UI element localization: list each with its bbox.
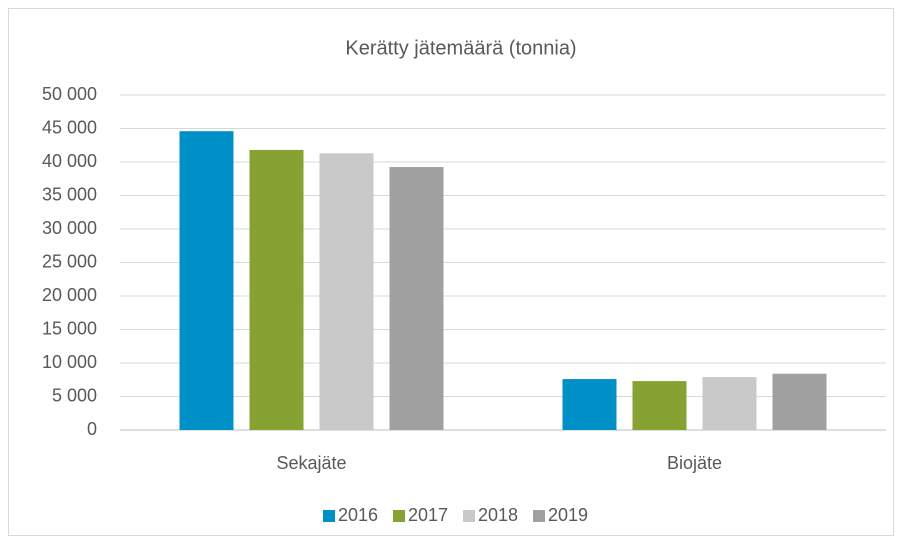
y-tick-label: 25 000 [42,251,97,271]
chart-title: Kerätty jätemäärä (tonnia) [345,37,576,59]
y-tick-label: 15 000 [42,318,97,338]
legend-label: 2018 [478,505,518,525]
x-tick-label: Sekajäte [276,453,346,473]
y-tick-label: 20 000 [42,285,97,305]
legend-swatch [533,510,545,522]
bar [632,381,687,430]
legend-swatch [393,510,405,522]
y-tick-label: 50 000 [42,84,97,104]
bar [249,149,304,430]
y-tick-label: 30 000 [42,218,97,238]
y-tick-label: 45 000 [42,117,97,137]
y-tick-label: 0 [87,419,97,439]
y-tick-label: 40 000 [42,151,97,171]
bar [702,377,757,430]
bar [772,373,827,430]
chart-border [8,8,894,536]
legend-label: 2016 [338,505,378,525]
bar [179,131,234,430]
bar [389,167,444,430]
y-tick-label: 35 000 [42,184,97,204]
bar [562,379,617,430]
y-tick-label: 5 000 [52,385,97,405]
bar [319,153,374,431]
legend-label: 2019 [548,505,588,525]
y-tick-label: 10 000 [42,352,97,372]
legend-swatch [323,510,335,522]
legend-swatch [463,510,475,522]
legend-label: 2017 [408,505,448,525]
x-tick-label: Biojäte [667,453,722,473]
